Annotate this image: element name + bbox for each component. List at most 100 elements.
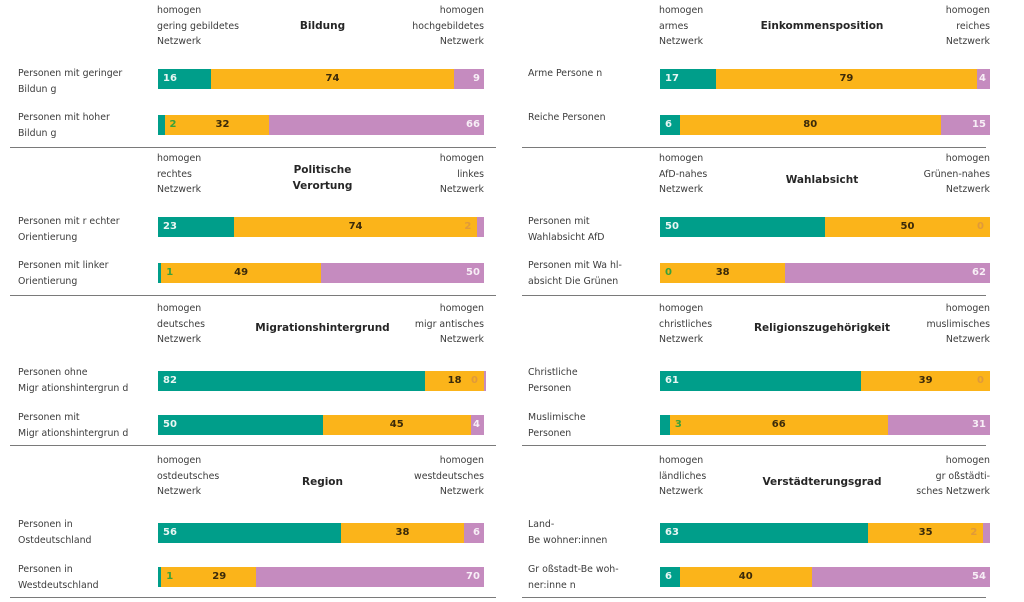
chart-panel: homogen gering gebildetes Netzwerk homoge…: [0, 0, 500, 150]
value-label-homogen-high: 2: [464, 221, 472, 232]
stacked-bar: 16 74 9: [158, 69, 484, 89]
right-caption: homogen migr antisches Netzwerk: [414, 303, 484, 345]
divider-line: [10, 445, 496, 446]
left-caption: homogen gering gebildetes Netzwerk: [157, 5, 239, 47]
right-caption: homogen gr oßstädti- sches Netzwerk: [916, 455, 990, 497]
segment-mixed: [679, 115, 941, 135]
value-label-homogen-high: 50: [466, 267, 480, 278]
stacked-bar: 1 49 50: [158, 263, 484, 283]
segment-homogen-high: [255, 567, 484, 587]
value-label-mixed: 40: [738, 571, 753, 582]
segment-homogen-low: [158, 371, 426, 391]
chart-title: Bildung: [299, 20, 346, 32]
value-label-homogen-high: 9: [473, 73, 480, 84]
segment-homogen-low: [660, 371, 862, 391]
category-label: Personen mit Wa hl- absicht Die Grünen: [528, 260, 622, 287]
left-caption: homogen christliches Netzwerk: [659, 303, 713, 345]
segment-mixed: [164, 115, 269, 135]
chart-panel: homogen ländliches Netzwerk homogen gr oß…: [510, 450, 1010, 600]
category-label: Arme Persone n: [528, 68, 603, 79]
right-caption: homogen muslimisches Netzwerk: [926, 303, 990, 345]
value-label-homogen-low: 50: [163, 419, 177, 430]
category-label: Personen mit hoher Bildun g: [18, 112, 110, 139]
value-label-homogen-high: 0: [977, 375, 984, 386]
value-label-homogen-low: 2: [169, 119, 177, 130]
segment-homogen-low: [660, 217, 825, 237]
segment-mixed: [660, 263, 786, 283]
segment-homogen-low: [158, 115, 165, 135]
category-label: Reiche Personen: [528, 112, 606, 123]
value-label-mixed: 38: [715, 267, 730, 278]
value-label-homogen-low: 3: [674, 419, 682, 430]
segment-mixed: [233, 217, 478, 237]
value-label-homogen-high: 6: [473, 527, 480, 538]
segment-homogen-low: [158, 69, 211, 89]
segment-homogen-high: [464, 523, 484, 543]
value-label-homogen-high: 0: [471, 375, 478, 386]
value-label-homogen-high: 4: [473, 419, 480, 430]
segment-homogen-high: [477, 217, 484, 237]
stacked-bar: 2 32 66: [158, 115, 484, 135]
stacked-bar: 0 38 62: [660, 263, 990, 283]
segment-homogen-high: [976, 69, 990, 89]
segment-homogen-high: [268, 115, 484, 135]
value-label-homogen-high: 4: [979, 73, 986, 84]
stacked-bar: 23 74 2: [158, 217, 484, 237]
value-label-homogen-high: 62: [972, 267, 986, 278]
segment-homogen-high: [484, 371, 486, 391]
chart-panel: homogen christliches Netzwerk homogen mus…: [510, 298, 1010, 448]
chart-panel: homogen AfD-nahes Netzwerk homogen Grünen…: [510, 148, 1010, 298]
value-label-homogen-high: 54: [972, 571, 986, 582]
segment-homogen-low: [158, 263, 162, 283]
category-label: Personen mit Migr ationshintergrun d: [18, 412, 129, 439]
value-label-homogen-low: 6: [665, 571, 672, 582]
segment-homogen-low: [660, 523, 868, 543]
stacked-bar: 50 45 4: [158, 415, 484, 435]
value-label-homogen-high: 0: [977, 221, 984, 232]
value-label-mixed: 49: [234, 267, 249, 278]
category-label: Christliche Personen: [528, 367, 578, 394]
value-label-homogen-low: 1: [166, 267, 174, 278]
value-label-mixed: 39: [918, 375, 933, 386]
segment-homogen-low: [158, 415, 323, 435]
value-label-homogen-high: 2: [970, 527, 978, 538]
category-label: Personen in Ostdeutschland: [18, 519, 92, 546]
segment-homogen-low: [158, 217, 234, 237]
value-label-mixed: 18: [447, 375, 462, 386]
segment-mixed: [322, 415, 471, 435]
segment-homogen-low: [158, 523, 341, 543]
divider-line: [10, 147, 496, 148]
category-label: Personen mit Wahlabsicht AfD: [528, 216, 605, 243]
value-label-homogen-low: 63: [665, 527, 679, 538]
segment-mixed: [867, 523, 984, 543]
left-caption: homogen ländliches Netzwerk: [659, 455, 707, 497]
stacked-bar: 82 18 0: [158, 371, 486, 391]
value-label-homogen-low: 56: [163, 527, 177, 538]
stacked-bar: 1 29 70: [158, 567, 484, 587]
value-label-mixed: 66: [771, 419, 786, 430]
right-caption: homogen reiches Netzwerk: [945, 5, 990, 47]
divider-line: [522, 445, 986, 446]
divider-line: [522, 295, 986, 296]
chart-title: Wahlabsicht: [785, 174, 859, 186]
segment-homogen-high: [940, 115, 990, 135]
left-caption: homogen AfD-nahes Netzwerk: [659, 153, 708, 195]
right-caption: homogen linkes Netzwerk: [439, 153, 484, 195]
category-label: Personen in Westdeutschland: [18, 564, 99, 591]
divider-line: [522, 147, 986, 148]
category-label: Gr oßstadt-Be woh- ner:inne n: [528, 564, 619, 591]
divider-line: [10, 295, 496, 296]
segment-mixed: [825, 217, 990, 237]
value-label-homogen-low: 6: [665, 119, 672, 130]
chart-panel: homogen rechtes Netzwerk homogen linkes N…: [0, 148, 500, 298]
chart-title: Einkommensposition: [760, 20, 884, 32]
segment-mixed: [340, 523, 465, 543]
segment-homogen-low: [660, 69, 717, 89]
chart-panel: homogen armes Netzwerk homogen reiches Ne…: [510, 0, 1010, 150]
chart-title: Migrationshintergrund: [255, 322, 390, 334]
value-label-homogen-low: 50: [665, 221, 679, 232]
segment-homogen-high: [811, 567, 990, 587]
value-label-mixed: 38: [395, 527, 410, 538]
right-caption: homogen westdeutsches Netzwerk: [414, 455, 484, 497]
segment-mixed: [669, 415, 888, 435]
